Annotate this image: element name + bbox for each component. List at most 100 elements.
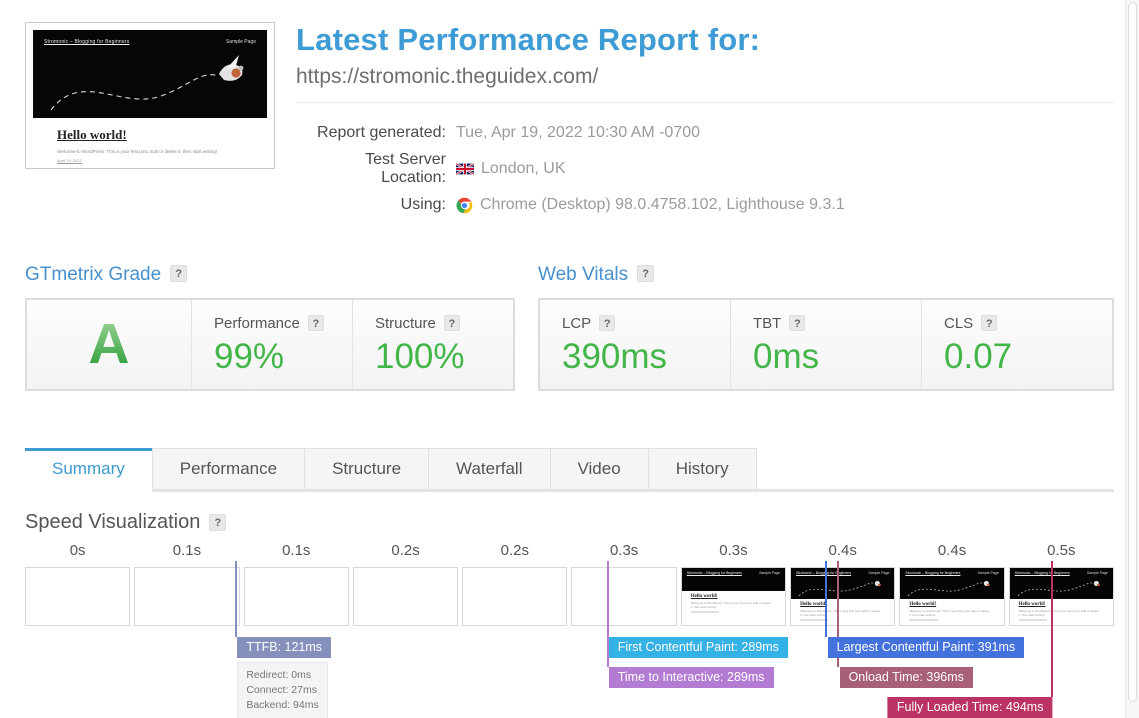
filmstrip-frame [134, 567, 240, 626]
mini-bird-illustration [908, 581, 991, 597]
structure-value: 100% [375, 337, 465, 376]
filmstrip-frame [352, 567, 459, 626]
help-icon[interactable]: ? [170, 265, 188, 282]
tab-history[interactable]: History [648, 448, 757, 489]
chrome-icon [456, 197, 473, 213]
lcp-value: 390ms [562, 337, 668, 376]
tick-label: 0.3s [719, 542, 748, 559]
meta-value: Chrome (Desktop) 98.0.4758.102, Lighthou… [456, 196, 845, 214]
filmstrip-frame [25, 567, 131, 626]
meta-row-generated: Report generated: Tue, Apr 19, 2022 10:3… [296, 124, 1114, 142]
meta-row-browser: Using: Chrome (Desktop) 98.0.4758.102, L… [296, 196, 1114, 214]
tick-label: 0.1s [172, 542, 202, 559]
tbt-value: 0ms [753, 337, 820, 376]
lcp-marker-line [825, 561, 828, 637]
site-hero-area: Stromonic – Blogging for Beginners Sampl… [33, 30, 267, 118]
help-icon[interactable]: ? [599, 315, 616, 331]
site-screenshot-thumbnail: Stromonic – Blogging for Beginners Sampl… [25, 22, 275, 169]
site-header-link: Stromonic – Blogging for Beginners [44, 39, 130, 45]
web-vitals-section: Web Vitals? LCP? 390ms TBT? 0ms [538, 264, 1114, 391]
tick-label: 0s [69, 542, 86, 559]
filmstrip-frames: Stromonic – Blogging for Beginners Sampl… [25, 567, 1114, 626]
performance-value: 99% [214, 337, 285, 376]
onload-time-label: Onload Time: 396ms [839, 667, 973, 688]
timeline-tick-labels: 0s 0.1s 0.1s 0.2s 0.2s 0.3s 0.3s 0.4s 0.… [25, 538, 1114, 567]
meta-label: Report generated: [317, 124, 446, 141]
filmstrip-frame: Stromonic – Blogging for Beginners Sampl… [790, 567, 896, 626]
fully-loaded-marker-line [1050, 561, 1053, 697]
speed-visualization-title: Speed Visualization? [25, 511, 1114, 534]
help-icon[interactable]: ? [789, 315, 806, 331]
fcp-tti-marker-line [606, 561, 609, 667]
largest-contentful-paint-label: Largest Contentful Paint: 391ms [827, 637, 1025, 658]
help-icon[interactable]: ? [209, 514, 227, 531]
tab-video[interactable]: Video [550, 448, 649, 489]
help-icon[interactable]: ? [981, 315, 998, 331]
vertical-scrollbar[interactable] [1125, 0, 1139, 718]
report-header: Stromonic – Blogging for Beginners Sampl… [25, 22, 1114, 223]
ttfb-connect: Connect: 27ms [246, 684, 317, 696]
tick-label: 0.2s [500, 542, 530, 559]
meta-label: Using: [400, 196, 446, 213]
tab-performance[interactable]: Performance [151, 448, 306, 489]
gtmetrix-grade-section: GTmetrix Grade? A Performance? 99% S [25, 264, 515, 391]
metric-label: Performance? [214, 315, 352, 332]
report-url-link[interactable]: https://stromonic.theguidex.com/ [296, 65, 1114, 103]
meta-label: Test Server Location: [365, 151, 446, 186]
grade-panel: A Performance? 99% Structure? 100% [25, 298, 515, 391]
meta-row-location: Test Server Location: London, UK [296, 151, 1114, 187]
cls-metric: CLS? 0.07 [921, 300, 1112, 389]
report-tabs: Summary Performance Structure Waterfall … [25, 448, 1114, 492]
ttfb-label: TTFB: 121ms [237, 637, 332, 658]
speed-visualization-section: Speed Visualization? 0s 0.1s 0.1s 0.2s 0… [25, 511, 1114, 718]
performance-metric: Performance? 99% [191, 300, 352, 389]
grade-section-title: GTmetrix Grade? [25, 264, 515, 286]
mini-bird-illustration [1017, 581, 1100, 597]
tab-waterfall[interactable]: Waterfall [429, 448, 551, 489]
filmstrip-frame [571, 567, 677, 626]
filmstrip-frame: Stromonic – Blogging for Beginners Sampl… [680, 567, 787, 626]
structure-metric: Structure? 100% [352, 300, 513, 389]
tick-label: 0.1s [282, 542, 311, 559]
meta-value: Tue, Apr 19, 2022 10:30 AM -0700 [456, 124, 701, 141]
first-contentful-paint-label: First Contentful Paint: 289ms [608, 637, 788, 658]
meta-value: London, UK [456, 160, 566, 178]
fully-loaded-time-label: Fully Loaded Time: 494ms [887, 697, 1053, 718]
lcp-metric: LCP? 390ms [540, 300, 730, 389]
filmstrip-frame: Stromonic – Blogging for Beginners Sampl… [899, 567, 1005, 626]
filmstrip-frame [462, 567, 568, 626]
tbt-metric: TBT? 0ms [730, 300, 921, 389]
vitals-panel: LCP? 390ms TBT? 0ms CLS? 0. [538, 298, 1114, 391]
ttfb-redirect: Redirect: 0ms [246, 669, 312, 681]
site-post-date: April 19, 2022 [57, 158, 82, 163]
page-title: Latest Performance Report for: [296, 22, 761, 57]
cls-value: 0.07 [944, 337, 1013, 376]
ttfb-backend: Backend: 94ms [246, 699, 319, 711]
uk-flag-icon [456, 163, 474, 175]
time-to-interactive-label: Time to Interactive: 289ms [608, 667, 774, 688]
scrollbar-thumb[interactable] [1128, 2, 1137, 702]
site-post-area: Hello world! Welcome to WordPress. This … [33, 118, 267, 168]
help-icon[interactable]: ? [307, 315, 324, 331]
site-post-excerpt: Welcome to WordPress. This is your first… [57, 149, 218, 154]
tab-summary[interactable]: Summary [25, 448, 152, 492]
bird-flight-illustration [50, 55, 244, 111]
tick-label: 0.4s [828, 542, 857, 559]
metric-label: LCP? [562, 315, 730, 332]
metric-label: CLS? [944, 315, 1112, 332]
help-icon[interactable]: ? [637, 265, 655, 282]
ttfb-details-box: Redirect: 0ms Connect: 27ms Backend: 94m… [237, 662, 328, 718]
filmstrip-frame: Stromonic – Blogging for Beginners Sampl… [1008, 567, 1114, 626]
vitals-section-title: Web Vitals? [538, 264, 1114, 286]
tick-label: 0.4s [937, 542, 967, 559]
tick-label: 0.2s [391, 542, 420, 559]
filmstrip-timeline: 0s 0.1s 0.1s 0.2s 0.2s 0.3s 0.3s 0.4s 0.… [25, 538, 1114, 718]
help-icon[interactable]: ? [443, 315, 460, 331]
grade-letter-cell: A [27, 300, 191, 389]
metric-label: TBT? [753, 315, 921, 332]
report-meta: Report generated: Tue, Apr 19, 2022 10:3… [296, 124, 1114, 214]
tick-label: 0.3s [609, 542, 639, 559]
mini-bird-illustration [798, 581, 881, 597]
tab-structure[interactable]: Structure [305, 448, 430, 489]
